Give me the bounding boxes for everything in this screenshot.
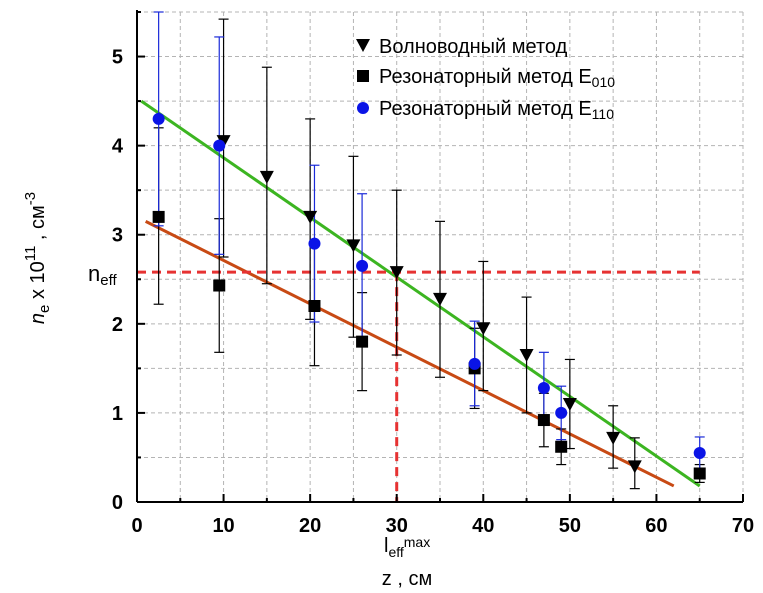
data-point-square (308, 300, 321, 312)
data-point-triangle (627, 460, 642, 474)
y-label-main: n (27, 313, 49, 324)
neff-sub: eff (100, 272, 117, 289)
data-point-triangle (346, 239, 361, 253)
x-axis-label: z , см (382, 568, 432, 590)
data-point-square (152, 210, 165, 223)
y-axis-label: ne x 1011 , см-3 (22, 192, 53, 324)
x-tick-label: 60 (645, 515, 667, 537)
fit-line-1 (144, 220, 675, 488)
data-point-triangle (519, 349, 534, 362)
data-point-circle (555, 406, 568, 419)
legend-sub-e110: 110 (592, 106, 615, 122)
x-tick-label: 20 (299, 515, 321, 537)
axes (136, 10, 744, 503)
x-tick-label: 10 (212, 515, 234, 537)
legend-item-resonator-e010: Резонаторный метод E010 (357, 66, 615, 90)
data-point-circle (693, 447, 706, 459)
y-label-unit-exp: -3 (22, 192, 39, 205)
legend-text-e110: Резонаторный метод E (379, 98, 592, 120)
data-point-square (213, 279, 226, 292)
data-point-triangle (476, 322, 491, 336)
data-point-square (693, 467, 706, 480)
y-label-sub: e (36, 305, 53, 313)
y-tick-label: 1 (112, 403, 123, 425)
data-point-triangle (606, 431, 621, 445)
x-tick-label: 40 (472, 515, 494, 537)
leff-sub: eff (388, 544, 403, 560)
data-markers (152, 112, 706, 480)
neff-annotation: neff (88, 261, 117, 289)
fit-lines (140, 99, 701, 488)
reference-lines (137, 270, 700, 502)
neff-main: n (88, 261, 100, 286)
data-point-triangle (433, 292, 447, 306)
leff-annotation: leffmax (384, 534, 430, 560)
legend-marker-circle (357, 102, 369, 114)
fit-line-0 (140, 99, 701, 488)
y-tick-label: 2 (112, 314, 123, 336)
y-tick-label: 4 (112, 136, 124, 158)
legend-text-e010: Резонаторный метод E (379, 66, 592, 88)
data-point-triangle (303, 210, 318, 224)
data-point-circle (213, 139, 226, 152)
y-tick-label: 3 (112, 225, 123, 247)
x-tick-label: 30 (386, 515, 408, 537)
x-tick-label: 50 (559, 515, 581, 537)
legend-sub-e010: 010 (592, 74, 616, 90)
y-tick-label: 5 (112, 47, 123, 69)
data-point-circle (152, 112, 165, 125)
legend-marker-square (357, 70, 369, 82)
data-point-circle (356, 259, 369, 272)
y-label-unit: , см (27, 205, 49, 245)
data-point-square (555, 440, 568, 453)
legend-item-resonator-e110: Резонаторный метод E110 (357, 98, 614, 122)
data-point-square (356, 335, 369, 348)
x-tick-label: 0 (131, 515, 142, 537)
data-point-circle (468, 357, 481, 370)
data-point-circle (308, 237, 321, 250)
data-point-square (537, 414, 550, 427)
legend-label-resonator-e110: Резонаторный метод E110 (379, 98, 614, 122)
leff-main: l (384, 535, 388, 557)
data-point-triangle (259, 170, 274, 184)
legend: Волноводный метод Резонаторный метод E01… (356, 36, 615, 122)
data-point-circle (537, 381, 550, 394)
data-point-triangle (562, 398, 577, 411)
legend-item-waveguide: Волноводный метод (356, 36, 568, 58)
leff-sup: max (404, 534, 430, 550)
y-tick-label: 0 (112, 492, 123, 514)
legend-label-waveguide: Волноводный метод (379, 36, 568, 58)
y-label-mid: x 10 (27, 261, 49, 304)
y-label-exp: 11 (22, 246, 39, 262)
x-tick-label: 70 (732, 515, 754, 537)
legend-marker-triangle (356, 39, 370, 52)
data-point-triangle (389, 266, 404, 280)
legend-label-resonator-e010: Резонаторный метод E010 (379, 66, 615, 90)
